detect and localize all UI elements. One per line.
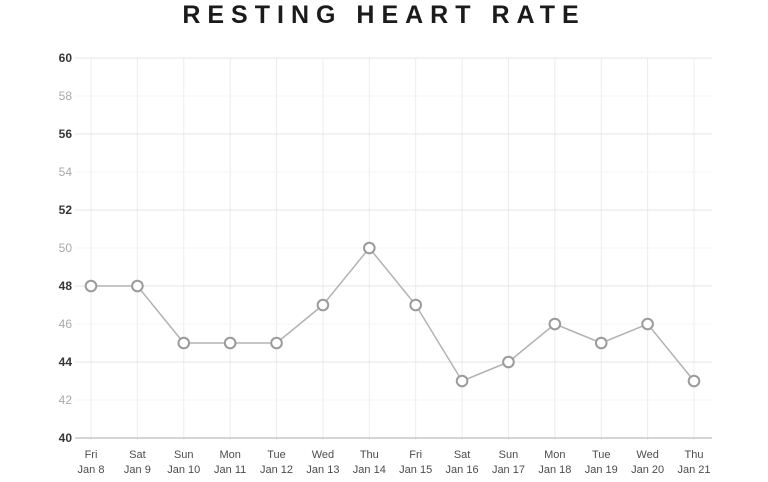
data-point (594, 336, 608, 350)
x-axis-date-label: Jan 8 (78, 464, 105, 476)
data-point (270, 336, 283, 350)
data-point (131, 279, 144, 293)
y-axis-label: 60 (59, 51, 73, 65)
x-axis-date-label: Jan 18 (538, 464, 571, 476)
x-axis-day-label: Thu (360, 449, 379, 461)
x-axis-day-label: Sat (454, 449, 471, 461)
data-point (502, 355, 515, 369)
x-axis-day-label: Fri (409, 449, 422, 461)
data-point (316, 298, 330, 312)
x-axis-date-label: Jan 14 (353, 464, 386, 476)
trend-line (91, 247, 695, 382)
y-axis-label: 40 (59, 431, 73, 445)
x-axis-day-label: Wed (636, 449, 658, 461)
data-point (177, 336, 191, 350)
y-axis-label: 58 (59, 89, 73, 103)
data-point (409, 298, 422, 312)
x-axis-date-label: Jan 10 (167, 464, 200, 476)
y-axis-label: 44 (59, 355, 73, 369)
data-point (84, 279, 98, 293)
x-axis-date-label: Jan 16 (446, 464, 479, 476)
x-axis-day-label: Mon (219, 449, 240, 461)
data-point (363, 241, 376, 255)
data-point (455, 374, 469, 388)
x-axis-day-label: Thu (685, 449, 704, 461)
y-axis-label: 46 (59, 317, 73, 331)
y-axis-label: 42 (59, 393, 73, 407)
x-axis-day-label: Tue (267, 449, 286, 461)
x-axis-day-label: Fri (85, 449, 98, 461)
x-axis-day-label: Mon (544, 449, 565, 461)
data-point (223, 336, 237, 350)
x-axis-date-label: Jan 13 (306, 464, 339, 476)
chart-title: RESTING HEART RATE (182, 1, 586, 29)
x-axis-day-label: Sat (129, 449, 146, 461)
y-axis-label: 56 (59, 127, 73, 141)
y-axis-label: 54 (59, 165, 73, 179)
data-point (548, 317, 562, 331)
x-axis-date-label: Jan 19 (585, 464, 618, 476)
x-axis-day-label: Sun (174, 449, 194, 461)
y-axis-label: 52 (59, 203, 73, 217)
x-axis-day-label: Tue (592, 449, 611, 461)
y-axis-label: 48 (59, 279, 73, 293)
x-axis-day-label: Sun (499, 449, 519, 461)
y-axis-label: 50 (59, 241, 73, 255)
x-axis-date-label: Jan 21 (677, 464, 710, 476)
data-point (641, 317, 654, 331)
x-axis-date-label: Jan 9 (124, 464, 151, 476)
x-axis-date-label: Jan 15 (399, 464, 432, 476)
x-axis-date-label: Jan 12 (260, 464, 293, 476)
x-axis-date-label: Jan 20 (631, 464, 664, 476)
x-axis-day-label: Wed (312, 449, 334, 461)
x-axis-date-label: Jan 17 (492, 464, 525, 476)
x-axis-date-label: Jan 11 (214, 464, 246, 476)
data-point (687, 374, 701, 388)
